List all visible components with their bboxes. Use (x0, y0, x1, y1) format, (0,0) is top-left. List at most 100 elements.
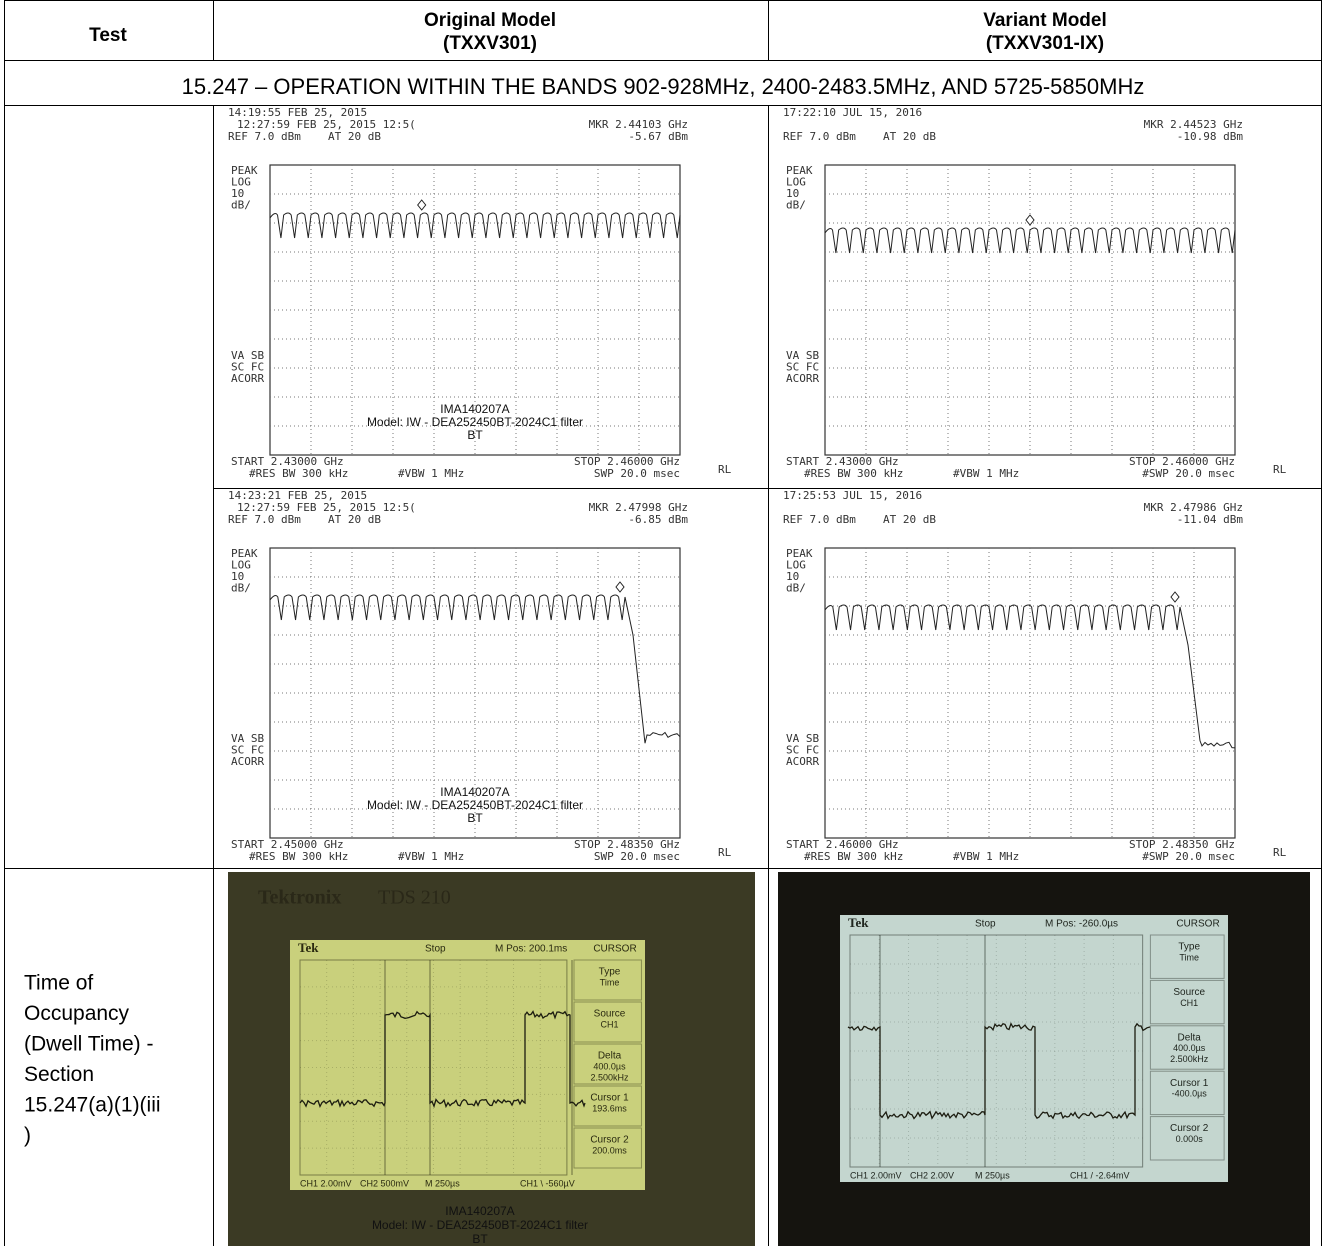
attenuation: AT 20 dB (883, 513, 936, 526)
start-freq: START 2.45000 GHz (231, 838, 344, 851)
scope-readout: CH1 / -2.64mV (1070, 1170, 1130, 1180)
rl-label: RL (718, 846, 732, 859)
marker: MKR 2.47986 GHz (1144, 501, 1243, 514)
menu-text: 2.500kHz (1170, 1054, 1209, 1064)
scope-status: CURSOR (593, 944, 636, 955)
timestamp: 17:22:10 JUL 15, 2016 (783, 106, 922, 119)
rl-label: RL (1273, 463, 1287, 476)
side-label: LOG (231, 176, 251, 189)
side-label: PEAK (786, 164, 813, 177)
menu-text: Cursor 2 (1170, 1123, 1209, 1134)
dwell-label: Section (24, 1063, 94, 1086)
side-label: LOG (786, 559, 806, 572)
scope-status: Tek (298, 940, 319, 955)
vbw: #VBW 1 MHz (398, 850, 464, 863)
marker-diamond (615, 581, 625, 593)
side-label: VA SB (231, 349, 264, 362)
dwell-label: Time of (24, 972, 93, 995)
spectrum-plot: 17:25:53 JUL 15, 2016 MKR 2.47986 GHz REF … (783, 489, 1287, 863)
scope-status: M Pos: 200.1ms (495, 944, 567, 955)
scope-screen (290, 940, 645, 1190)
sweep: SWP 20.0 msec (594, 467, 680, 480)
res-bw: #RES BW 300 kHz (249, 850, 348, 863)
side-label: VA SB (786, 732, 819, 745)
stop-freq: STOP 2.48350 GHz (574, 838, 680, 851)
trace (824, 604, 1236, 749)
scope-status: Stop (975, 919, 996, 930)
attenuation: AT 20 dB (328, 130, 381, 143)
start-freq: START 2.46000 GHz (786, 838, 899, 851)
vbw: #VBW 1 MHz (398, 467, 464, 480)
sweep: SWP 20.0 msec (594, 850, 680, 863)
side-label: SC FC (786, 744, 819, 757)
watermark: BT (467, 428, 483, 442)
scope-status: Stop (425, 944, 446, 955)
side-label: ACORR (786, 372, 819, 385)
marker-value: -10.98 dBm (1177, 130, 1244, 143)
section-title: 15.247 – OPERATION WITHIN THE BANDS 902-… (182, 74, 1145, 99)
marker: MKR 2.44523 GHz (1144, 118, 1243, 131)
dwell-label: Occupancy (24, 1002, 130, 1025)
side-label: SC FC (231, 744, 264, 757)
marker-value: -11.04 dBm (1177, 513, 1244, 526)
reference: REF 7.0 dBm (783, 513, 856, 526)
res-bw: #RES BW 300 kHz (804, 850, 903, 863)
menu-text: Cursor 2 (590, 1135, 629, 1146)
menu-text: 0.000s (1176, 1134, 1204, 1144)
marker: MKR 2.44103 GHz (589, 118, 688, 131)
stop-freq: STOP 2.48350 GHz (1129, 838, 1235, 851)
watermark: BT (467, 811, 483, 825)
side-label: ACORR (231, 755, 264, 768)
header-variant: Variant Model (983, 10, 1107, 31)
side-label: PEAK (786, 547, 813, 560)
start-freq: START 2.43000 GHz (786, 455, 899, 468)
menu-text: Source (1173, 987, 1205, 998)
header-variant-id: (TXXV301-IX) (986, 33, 1104, 54)
scope-readout: CH1 \ -560µV (520, 1178, 575, 1188)
res-bw: #RES BW 300 kHz (249, 467, 348, 480)
header-test: Test (89, 25, 127, 46)
side-label: dB/ (231, 199, 251, 212)
watermark: Model: IW - DEA252450BT-2024C1 filter (367, 798, 583, 812)
stop-freq: STOP 2.46000 GHz (1129, 455, 1235, 468)
reference: REF 7.0 dBm (228, 513, 301, 526)
menu-text: CH1 (600, 1019, 618, 1029)
marker-value: -6.85 dBm (628, 513, 688, 526)
watermark: BT (472, 1232, 488, 1246)
timestamp-2: 12:27:59 FEB 25, 2015 12:5( (237, 118, 416, 131)
menu-text: Source (594, 1009, 626, 1020)
menu-box (1149, 1025, 1225, 1070)
scope-screen (840, 915, 1228, 1182)
scope-readout: M 250µs (975, 1170, 1010, 1180)
side-label: ACORR (231, 372, 264, 385)
scope-status: Tek (848, 915, 869, 930)
menu-box (573, 1043, 642, 1085)
marker: MKR 2.47998 GHz (589, 501, 688, 514)
header-original-id: (TXXV301) (443, 33, 537, 54)
side-label: PEAK (231, 164, 258, 177)
header-original: Original Model (424, 10, 556, 31)
graticule (299, 959, 568, 1176)
menu-text: Delta (1178, 1032, 1202, 1043)
menu-text: 193.6ms (592, 1103, 627, 1113)
marker-diamond (1170, 591, 1180, 603)
dwell-label: 15.247(a)(1)(iii (24, 1094, 161, 1117)
menu-box (573, 1001, 642, 1043)
menu-text: Type (599, 967, 621, 978)
menu-text: Time (600, 977, 620, 987)
scope-status: M Pos: -260.0µs (1045, 919, 1118, 930)
scope-readout: CH2 500mV (360, 1178, 409, 1188)
side-label: ACORR (786, 755, 819, 768)
marker-value: -5.67 dBm (628, 130, 688, 143)
res-bw: #RES BW 300 kHz (804, 467, 903, 480)
sweep: #SWP 20.0 msec (1142, 850, 1235, 863)
trace (269, 594, 681, 744)
reference: REF 7.0 dBm (228, 130, 301, 143)
menu-box (573, 959, 642, 1001)
menu-text: Cursor 1 (590, 1093, 629, 1104)
menu-text: CH1 (1180, 998, 1198, 1008)
menu-box (1149, 979, 1225, 1025)
stop-freq: STOP 2.46000 GHz (574, 455, 680, 468)
